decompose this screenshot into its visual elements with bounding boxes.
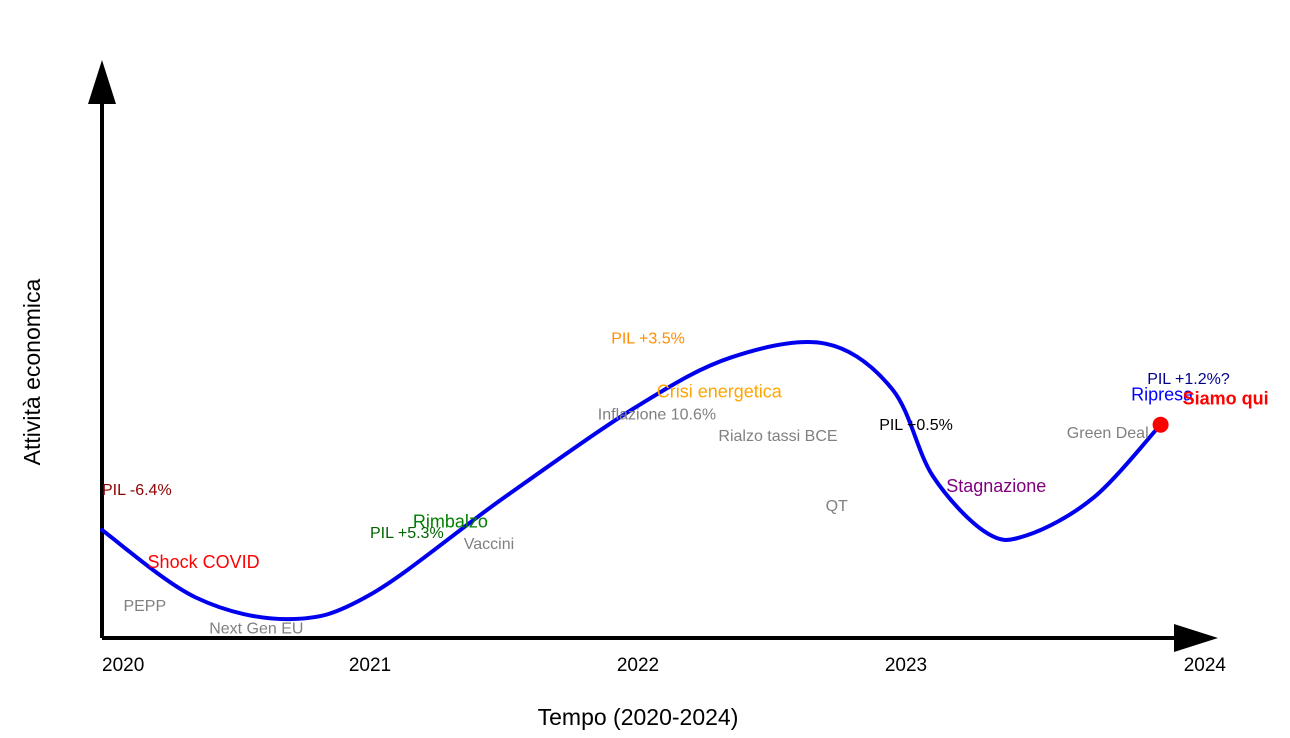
current-position-label: Siamo qui [1183, 389, 1269, 409]
x-tick-label-2022: 2022 [617, 655, 659, 676]
series-layer [100, 340, 1163, 622]
annotation-layer: Shock COVID PIL -6.4% PEPP Next Gen EU Rimba… [102, 331, 1230, 638]
axes [88, 60, 1218, 652]
annotation-9: Inflazione 10.6% [598, 406, 716, 423]
x-axis-arrow [1174, 624, 1218, 652]
y-axis-title: Attività economica [19, 278, 45, 465]
x-tick-label-2020: 2020 [102, 655, 144, 676]
y-axis-arrow [88, 60, 116, 104]
current-position-marker [1152, 416, 1169, 433]
annotation-3: Next Gen EU [209, 621, 303, 638]
marker-layer: Siamo qui [1152, 389, 1269, 433]
x-tick-label-2023: 2023 [885, 655, 927, 676]
annotation-16: Green Deal [1067, 425, 1149, 442]
x-tick-label-2024: 2024 [1184, 655, 1227, 676]
annotation-8: PIL +3.5% [611, 331, 685, 348]
annotation-7: Crisi energetica [657, 382, 783, 402]
x-axis-title: Tempo (2020-2024) [538, 704, 739, 730]
annotation-6: Vaccini [464, 536, 514, 553]
annotation-15: PIL +1.2%? [1147, 371, 1230, 388]
annotation-10: Rialzo tassi BCE [718, 428, 837, 445]
x-tick-labels: 2020 2021 2022 2023 2024 [102, 655, 1226, 676]
annotation-5: PIL +5.3% [370, 525, 444, 542]
series-line-0 [100, 340, 1163, 622]
annotation-13: PIL +0.5% [879, 417, 953, 434]
annotation-12: Stagnazione [946, 476, 1046, 496]
annotation-4: Rimbalzo [413, 511, 488, 531]
annotation-11: QT [826, 498, 848, 515]
annotation-1: PIL -6.4% [102, 482, 172, 499]
annotation-0: Shock COVID [148, 552, 260, 572]
x-tick-label-2021: 2021 [349, 655, 391, 676]
annotation-14: Ripresa [1131, 384, 1194, 404]
annotation-2: PEPP [123, 598, 166, 615]
